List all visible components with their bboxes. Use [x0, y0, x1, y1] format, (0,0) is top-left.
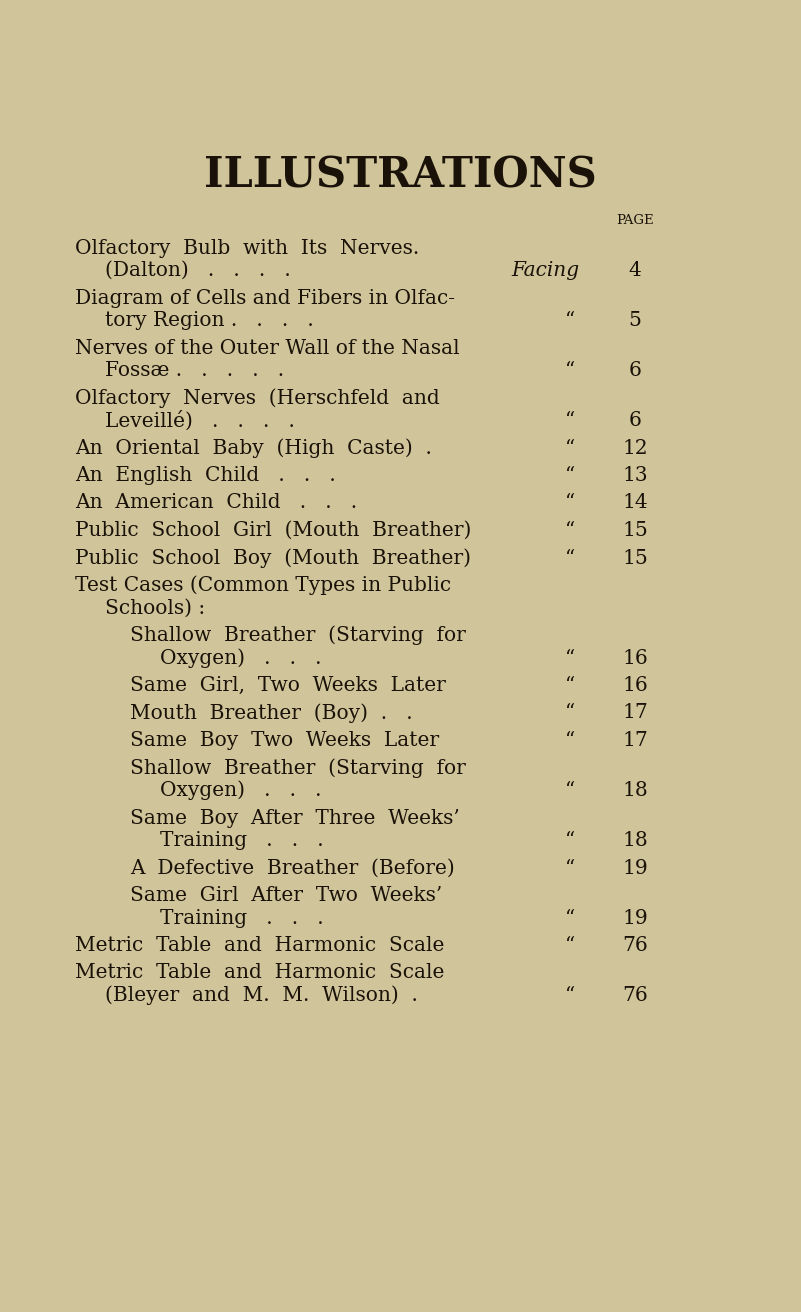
- Text: Same  Girl  After  Two  Weeks’: Same Girl After Two Weeks’: [130, 886, 442, 905]
- Text: Oxygen)   .   .   .: Oxygen) . . .: [160, 648, 321, 668]
- Text: Same  Boy  Two  Weeks  Later: Same Boy Two Weeks Later: [130, 731, 439, 750]
- Text: “: “: [565, 548, 575, 568]
- Text: “: “: [565, 703, 575, 723]
- Text: 76: 76: [622, 987, 648, 1005]
- Text: “: “: [565, 987, 575, 1005]
- Text: Public  School  Boy  (Mouth  Breather): Public School Boy (Mouth Breather): [75, 548, 471, 568]
- Text: 5: 5: [629, 311, 642, 331]
- Text: “: “: [565, 648, 575, 668]
- Text: (Bleyer  and  M.  M.  Wilson)  .: (Bleyer and M. M. Wilson) .: [105, 985, 418, 1005]
- Text: “: “: [565, 311, 575, 331]
- Text: “: “: [565, 438, 575, 458]
- Text: “: “: [565, 361, 575, 380]
- Text: “: “: [565, 858, 575, 878]
- Text: 6: 6: [629, 361, 642, 380]
- Text: 12: 12: [622, 438, 648, 458]
- Text: “: “: [565, 908, 575, 928]
- Text: “: “: [565, 935, 575, 955]
- Text: 19: 19: [622, 858, 648, 878]
- Text: 4: 4: [629, 261, 642, 279]
- Text: “: “: [565, 521, 575, 541]
- Text: Leveillé)   .   .   .   .: Leveillé) . . . .: [105, 411, 295, 430]
- Text: Public  School  Girl  (Mouth  Breather): Public School Girl (Mouth Breather): [75, 521, 471, 541]
- Text: 16: 16: [622, 676, 648, 695]
- Text: PAGE: PAGE: [616, 214, 654, 227]
- Text: Metric  Table  and  Harmonic  Scale: Metric Table and Harmonic Scale: [75, 963, 445, 983]
- Text: 19: 19: [622, 908, 648, 928]
- Text: An  English  Child   .   .   .: An English Child . . .: [75, 466, 336, 485]
- Text: “: “: [565, 493, 575, 513]
- Text: “: “: [565, 781, 575, 800]
- Text: ILLUSTRATIONS: ILLUSTRATIONS: [204, 154, 597, 195]
- Text: Same  Girl,  Two  Weeks  Later: Same Girl, Two Weeks Later: [130, 676, 446, 695]
- Text: Fossæ .   .   .   .   .: Fossæ . . . . .: [105, 361, 284, 380]
- Text: “: “: [565, 830, 575, 850]
- Text: 14: 14: [622, 493, 648, 513]
- Text: An  Oriental  Baby  (High  Caste)  .: An Oriental Baby (High Caste) .: [75, 438, 432, 458]
- Text: “: “: [565, 411, 575, 430]
- Text: A  Defective  Breather  (Before): A Defective Breather (Before): [130, 858, 455, 878]
- Text: Nerves of the Outer Wall of the Nasal: Nerves of the Outer Wall of the Nasal: [75, 338, 460, 357]
- Text: Mouth  Breather  (Boy)  .   .: Mouth Breather (Boy) . .: [130, 703, 413, 723]
- Text: 17: 17: [622, 731, 648, 750]
- Text: Olfactory  Nerves  (Herschfeld  and: Olfactory Nerves (Herschfeld and: [75, 388, 440, 408]
- Text: 15: 15: [622, 548, 648, 568]
- Text: Diagram of Cells and Fibers in Olfac-: Diagram of Cells and Fibers in Olfac-: [75, 289, 455, 307]
- Text: Facing: Facing: [511, 261, 579, 279]
- Text: Oxygen)   .   .   .: Oxygen) . . .: [160, 781, 321, 800]
- Text: Training   .   .   .: Training . . .: [160, 830, 324, 850]
- Text: 18: 18: [622, 781, 648, 800]
- Text: 16: 16: [622, 648, 648, 668]
- Text: 76: 76: [622, 935, 648, 955]
- Text: “: “: [565, 466, 575, 485]
- Text: tory Region .   .   .   .: tory Region . . . .: [105, 311, 314, 331]
- Text: 13: 13: [622, 466, 648, 485]
- Text: Training   .   .   .: Training . . .: [160, 908, 324, 928]
- Text: 15: 15: [622, 521, 648, 541]
- Text: Shallow  Breather  (Starving  for: Shallow Breather (Starving for: [130, 758, 466, 778]
- Text: Shallow  Breather  (Starving  for: Shallow Breather (Starving for: [130, 626, 466, 646]
- Text: 18: 18: [622, 830, 648, 850]
- Text: “: “: [565, 731, 575, 750]
- Text: “: “: [565, 676, 575, 695]
- Text: An  American  Child   .   .   .: An American Child . . .: [75, 493, 357, 513]
- Text: Olfactory  Bulb  with  Its  Nerves.: Olfactory Bulb with Its Nerves.: [75, 239, 419, 257]
- Text: Test Cases (Common Types in Public: Test Cases (Common Types in Public: [75, 576, 451, 596]
- Text: 6: 6: [629, 411, 642, 430]
- Text: (Dalton)   .   .   .   .: (Dalton) . . . .: [105, 261, 291, 279]
- Text: Schools) :: Schools) :: [105, 598, 205, 618]
- Text: Same  Boy  After  Three  Weeks’: Same Boy After Three Weeks’: [130, 808, 460, 828]
- Text: Metric  Table  and  Harmonic  Scale: Metric Table and Harmonic Scale: [75, 935, 445, 955]
- Text: 17: 17: [622, 703, 648, 723]
